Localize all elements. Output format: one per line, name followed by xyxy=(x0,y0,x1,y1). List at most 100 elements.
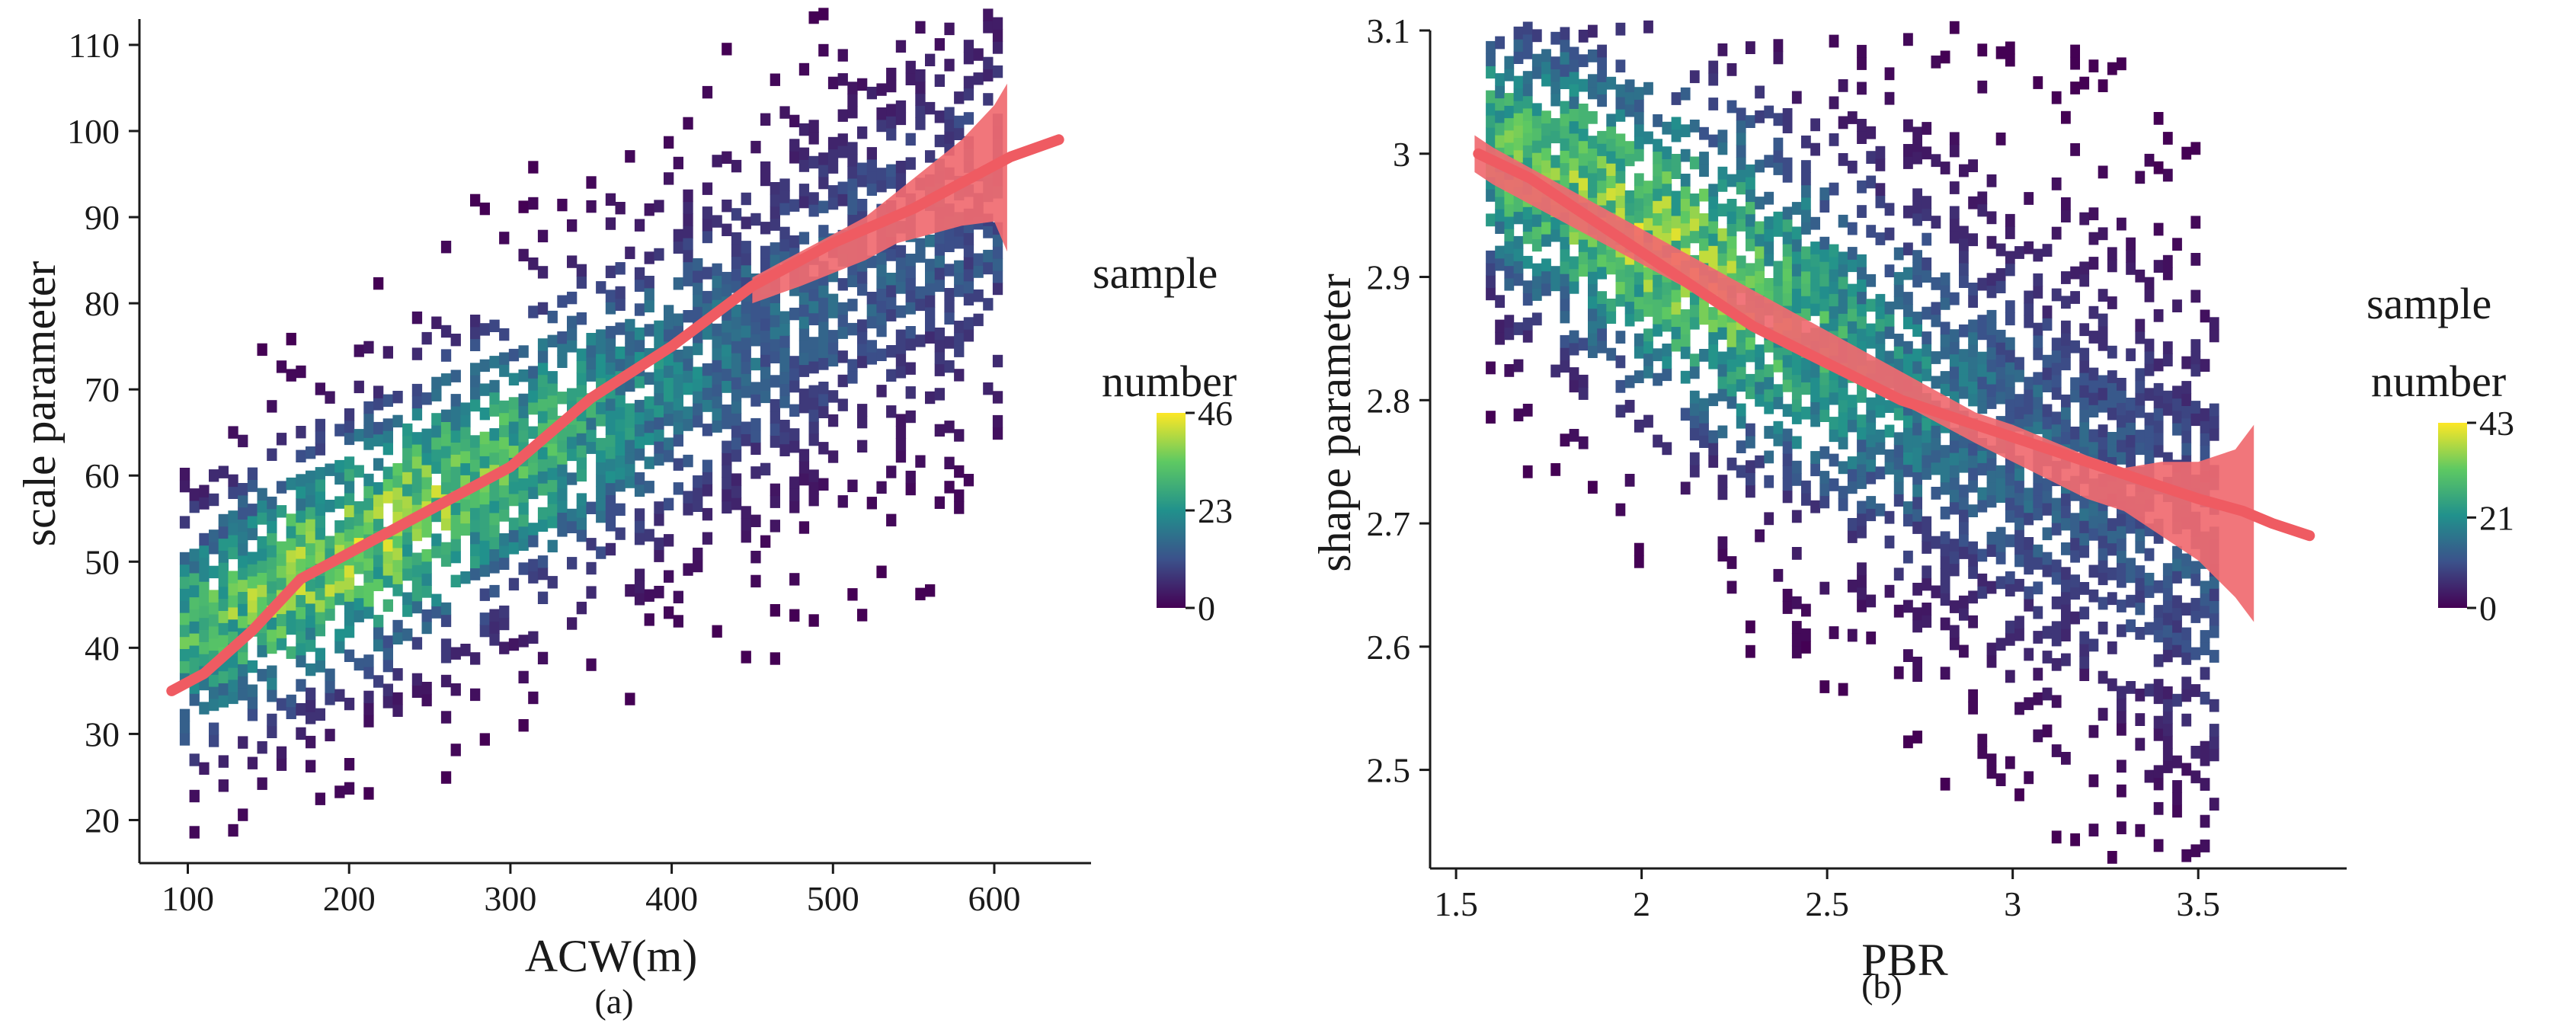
heatmap-cell xyxy=(1866,299,1877,312)
heatmap-cell xyxy=(683,563,693,576)
heatmap-cell xyxy=(402,568,413,581)
heatmap-cell xyxy=(2117,624,2126,638)
heatmap-cell xyxy=(605,542,616,556)
heatmap-cell xyxy=(267,545,277,558)
heatmap-cell xyxy=(2098,535,2108,548)
heatmap-cell xyxy=(440,457,452,471)
heatmap-cell xyxy=(615,479,626,492)
heatmap-cell xyxy=(963,112,974,125)
heatmap-cell xyxy=(567,557,578,570)
heatmap-cell xyxy=(2117,414,2126,428)
heatmap-cell xyxy=(1578,436,1589,449)
heatmap-cell xyxy=(1773,113,1784,126)
heatmap-cell xyxy=(615,358,626,372)
heatmap-cell xyxy=(2088,405,2099,417)
heatmap-cell xyxy=(2079,76,2090,90)
heatmap-cell xyxy=(1708,319,1719,333)
heatmap-cell xyxy=(218,695,229,708)
heatmap-cell xyxy=(2005,213,2015,227)
heatmap-cell xyxy=(267,617,277,630)
heatmap-cell xyxy=(596,449,606,463)
heatmap-cell xyxy=(1643,82,1653,95)
heatmap-cell xyxy=(1726,321,1737,335)
heatmap-cell xyxy=(508,529,520,542)
x-tick-label: 2 xyxy=(1633,884,1650,923)
heatmap-cell xyxy=(450,539,461,552)
heatmap-cell xyxy=(2070,377,2080,391)
heatmap-cell xyxy=(2014,394,2024,407)
heatmap-cell xyxy=(344,516,355,529)
heatmap-cell xyxy=(296,594,306,607)
heatmap-cell xyxy=(2005,362,2015,375)
y-tick-label: 3 xyxy=(1393,135,1410,174)
heatmap-cell xyxy=(634,532,645,545)
heatmap-cell xyxy=(1903,353,1913,366)
heatmap-cell xyxy=(392,547,403,561)
heatmap-cell xyxy=(1615,84,1626,98)
heatmap-cell xyxy=(2135,528,2146,542)
heatmap-cell xyxy=(702,375,713,389)
heatmap-cell xyxy=(1569,46,1579,60)
heatmap-cell xyxy=(1959,361,1969,375)
heatmap-cell xyxy=(576,517,587,530)
heatmap-cell xyxy=(1893,666,1904,680)
heatmap-cell xyxy=(770,435,780,448)
heatmap-cell xyxy=(1782,108,1793,121)
heatmap-cell xyxy=(2098,375,2108,389)
heatmap-cell xyxy=(1866,594,1877,608)
heatmap-cell xyxy=(1597,180,1607,193)
heatmap-cell xyxy=(1866,496,1877,509)
heatmap-cell xyxy=(354,585,364,599)
heatmap-cell xyxy=(944,239,955,252)
heatmap-cell xyxy=(741,252,751,266)
heatmap-cell xyxy=(1736,157,1746,170)
heatmap-cell xyxy=(1726,580,1737,594)
heatmap-cell xyxy=(1531,312,1542,326)
heatmap-cell xyxy=(1653,434,1662,448)
heatmap-cell xyxy=(209,638,219,651)
heatmap-cell xyxy=(382,696,393,708)
heatmap-cell xyxy=(1643,304,1653,317)
heatmap-cell xyxy=(1624,264,1635,277)
heatmap-cell xyxy=(470,507,481,520)
heatmap-cell xyxy=(1550,463,1561,476)
heatmap-cell xyxy=(750,309,761,322)
heatmap-cell xyxy=(2172,410,2182,424)
heatmap-cell xyxy=(712,360,722,373)
heatmap-cell xyxy=(334,785,345,798)
heatmap-cell xyxy=(1940,777,1950,791)
heatmap-cell xyxy=(586,538,597,551)
heatmap-cell xyxy=(421,609,432,622)
heatmap-cell xyxy=(547,491,558,504)
heatmap-cell xyxy=(411,528,423,542)
heatmap-cell xyxy=(1986,174,1997,187)
heatmap-cell xyxy=(925,150,936,163)
heatmap-cell xyxy=(1736,415,1746,429)
heatmap-cell xyxy=(586,357,597,370)
heatmap-cell xyxy=(1550,278,1561,292)
heatmap-cell xyxy=(1791,645,1802,659)
heatmap-cell xyxy=(983,8,994,21)
heatmap-cell xyxy=(247,576,258,589)
heatmap-cell xyxy=(460,510,471,524)
heatmap-cell xyxy=(2051,387,2062,400)
heatmap-cell xyxy=(1643,193,1653,206)
heatmap-cell xyxy=(1819,495,1830,509)
heatmap-cell xyxy=(1522,107,1533,121)
heatmap-cell xyxy=(1531,275,1542,289)
heatmap-cell xyxy=(2079,212,2090,225)
heatmap-cell xyxy=(286,598,296,611)
heatmap-cell xyxy=(2061,345,2071,358)
heatmap-cell xyxy=(2024,290,2034,304)
heatmap-cell xyxy=(1893,456,1904,470)
heatmap-cell xyxy=(373,398,384,411)
heatmap-cell xyxy=(431,413,442,426)
heatmap-cell xyxy=(992,270,1003,283)
heatmap-cell xyxy=(238,591,248,604)
heatmap-cell xyxy=(547,576,558,589)
heatmap-cell xyxy=(992,282,1003,296)
heatmap-cell xyxy=(209,734,219,747)
heatmap-cell xyxy=(2005,620,2015,634)
